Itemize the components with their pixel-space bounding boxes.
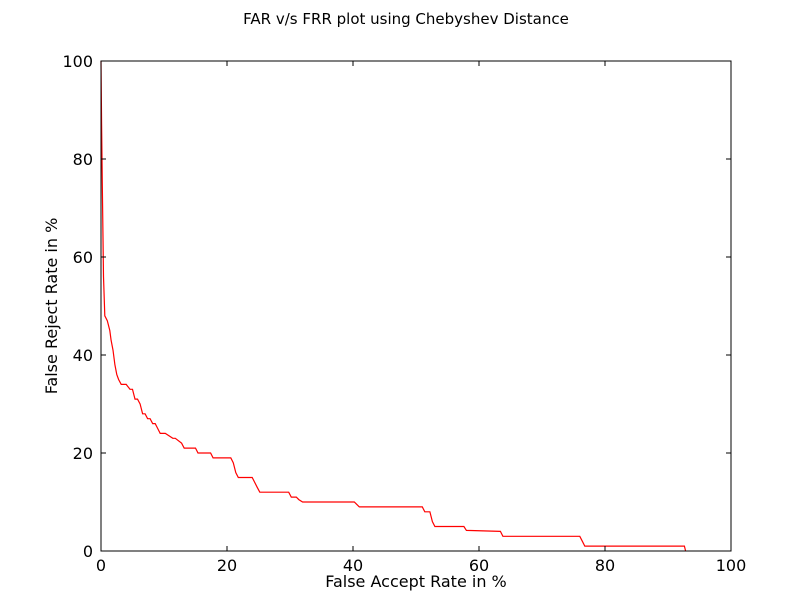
y-tick-label: 20: [73, 444, 93, 463]
y-axis-label: False Reject Rate in %: [42, 218, 61, 395]
x-tick-label: 0: [96, 556, 106, 575]
x-tick-label: 20: [217, 556, 237, 575]
x-axis-ticks: 0 20 40 60 80 100: [96, 61, 746, 575]
y-tick-label: 100: [62, 52, 93, 71]
y-tick-label: 0: [83, 542, 93, 561]
x-tick-label: 60: [469, 556, 489, 575]
chart-title: FAR v/s FRR plot using Chebyshev Distanc…: [243, 10, 569, 28]
x-axis-label: False Accept Rate in %: [325, 572, 507, 591]
x-tick-label: 100: [716, 556, 747, 575]
x-tick-label: 80: [595, 556, 615, 575]
series-line: [100, 60, 687, 552]
x-tick-label: 40: [343, 556, 363, 575]
y-tick-label: 80: [73, 150, 93, 169]
plot-area: [100, 60, 732, 552]
y-tick-label: 40: [73, 346, 93, 365]
y-axis-ticks: 0 20 40 60 80 100: [62, 52, 731, 561]
axes-frame: [100, 60, 732, 552]
y-tick-label: 60: [73, 248, 93, 267]
